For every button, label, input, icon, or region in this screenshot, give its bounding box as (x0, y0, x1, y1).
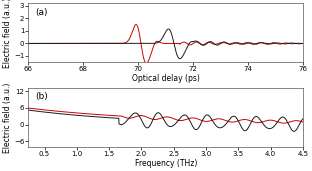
Text: (b): (b) (35, 92, 48, 101)
Y-axis label: Electric field (a.u.): Electric field (a.u.) (3, 82, 12, 153)
Y-axis label: Electric field (a.u.): Electric field (a.u.) (3, 0, 12, 68)
X-axis label: Frequency (THz): Frequency (THz) (134, 159, 197, 168)
X-axis label: Optical delay (ps): Optical delay (ps) (132, 74, 200, 83)
Text: (a): (a) (35, 8, 48, 17)
